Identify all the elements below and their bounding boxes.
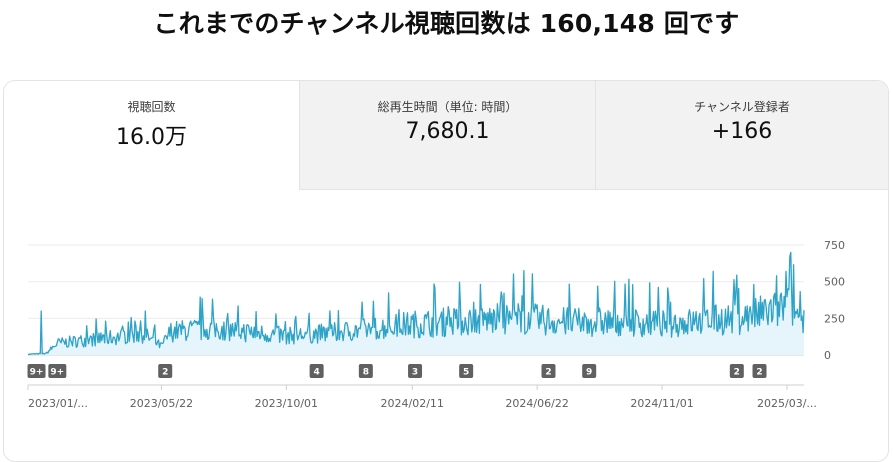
x-tick-label: 2024/11/01	[630, 397, 693, 410]
y-tick-label: 0	[824, 349, 831, 362]
metric-tabs: 視聴回数 16.0万 総再生時間（単位: 時間） 7,680.1 チャンネル登録…	[4, 81, 888, 190]
annotation-badge-label: 2	[162, 368, 168, 378]
annotation-badge[interactable]	[752, 364, 767, 378]
annotation-badge[interactable]	[27, 364, 46, 378]
x-tick-label: 2024/06/22	[505, 397, 568, 410]
x-tick-label: 2023/01/...	[28, 397, 88, 410]
y-tick-label: 750	[824, 239, 845, 252]
annotation-badge-label: 5	[463, 368, 469, 378]
annotation-badge-label: 8	[363, 368, 369, 378]
annotation-badge[interactable]	[459, 364, 474, 378]
x-tick-label: 2023/10/01	[255, 397, 318, 410]
annotation-badge-label: 9	[586, 368, 592, 378]
y-tick-label: 250	[824, 312, 845, 325]
annotation-badge[interactable]	[309, 364, 324, 378]
annotation-badge-label: 2	[756, 368, 762, 378]
tab-watch-time-label: 総再生時間（単位: 時間）	[377, 100, 518, 114]
tab-subscribers-label: チャンネル登録者	[694, 100, 790, 114]
annotation-badge-label: 3	[412, 368, 418, 378]
views-chart: 750 500 250 0 9+ 9+ 2 4 8 3 5 2 9 2 2 2023/01/... 2023/0…	[27, 239, 845, 410]
annotation-badge[interactable]	[729, 364, 744, 378]
annotation-badge-label: 9+	[30, 368, 44, 378]
annotation-badge[interactable]	[158, 364, 173, 378]
x-tick-label: 2023/05/22	[130, 397, 193, 410]
x-tick-label: 2024/02/11	[381, 397, 444, 410]
annotation-badge-label: 9+	[50, 368, 64, 378]
analytics-card: 視聴回数 16.0万 総再生時間（単位: 時間） 7,680.1 チャンネル登録…	[3, 80, 889, 462]
annotation-badge-label: 4	[314, 368, 320, 378]
annotation-badge[interactable]	[408, 364, 423, 378]
annotation-badge-label: 2	[545, 368, 551, 378]
annotation-badge[interactable]	[48, 364, 67, 378]
y-tick-label: 500	[824, 276, 845, 289]
tab-watch-time[interactable]: 総再生時間（単位: 時間） 7,680.1	[299, 81, 595, 190]
series-line	[27, 251, 805, 356]
tab-views-value: 16.0万	[116, 125, 187, 150]
tab-subscribers-value: +166	[711, 119, 773, 144]
annotation-badge[interactable]	[541, 364, 556, 378]
x-tick-label: 2025/03/...	[757, 397, 817, 410]
annotation-badge[interactable]	[358, 364, 373, 378]
tab-views-label: 視聴回数	[127, 100, 176, 114]
annotation-badge[interactable]	[582, 364, 597, 378]
tab-watch-time-value: 7,680.1	[405, 119, 490, 144]
annotation-badge-label: 2	[734, 368, 740, 378]
page-headline: これまでのチャンネル視聴回数は 160,148 回です	[153, 9, 740, 38]
tab-views[interactable]: 視聴回数 16.0万	[4, 81, 299, 190]
tab-subscribers[interactable]: チャンネル登録者 +166	[595, 81, 888, 190]
